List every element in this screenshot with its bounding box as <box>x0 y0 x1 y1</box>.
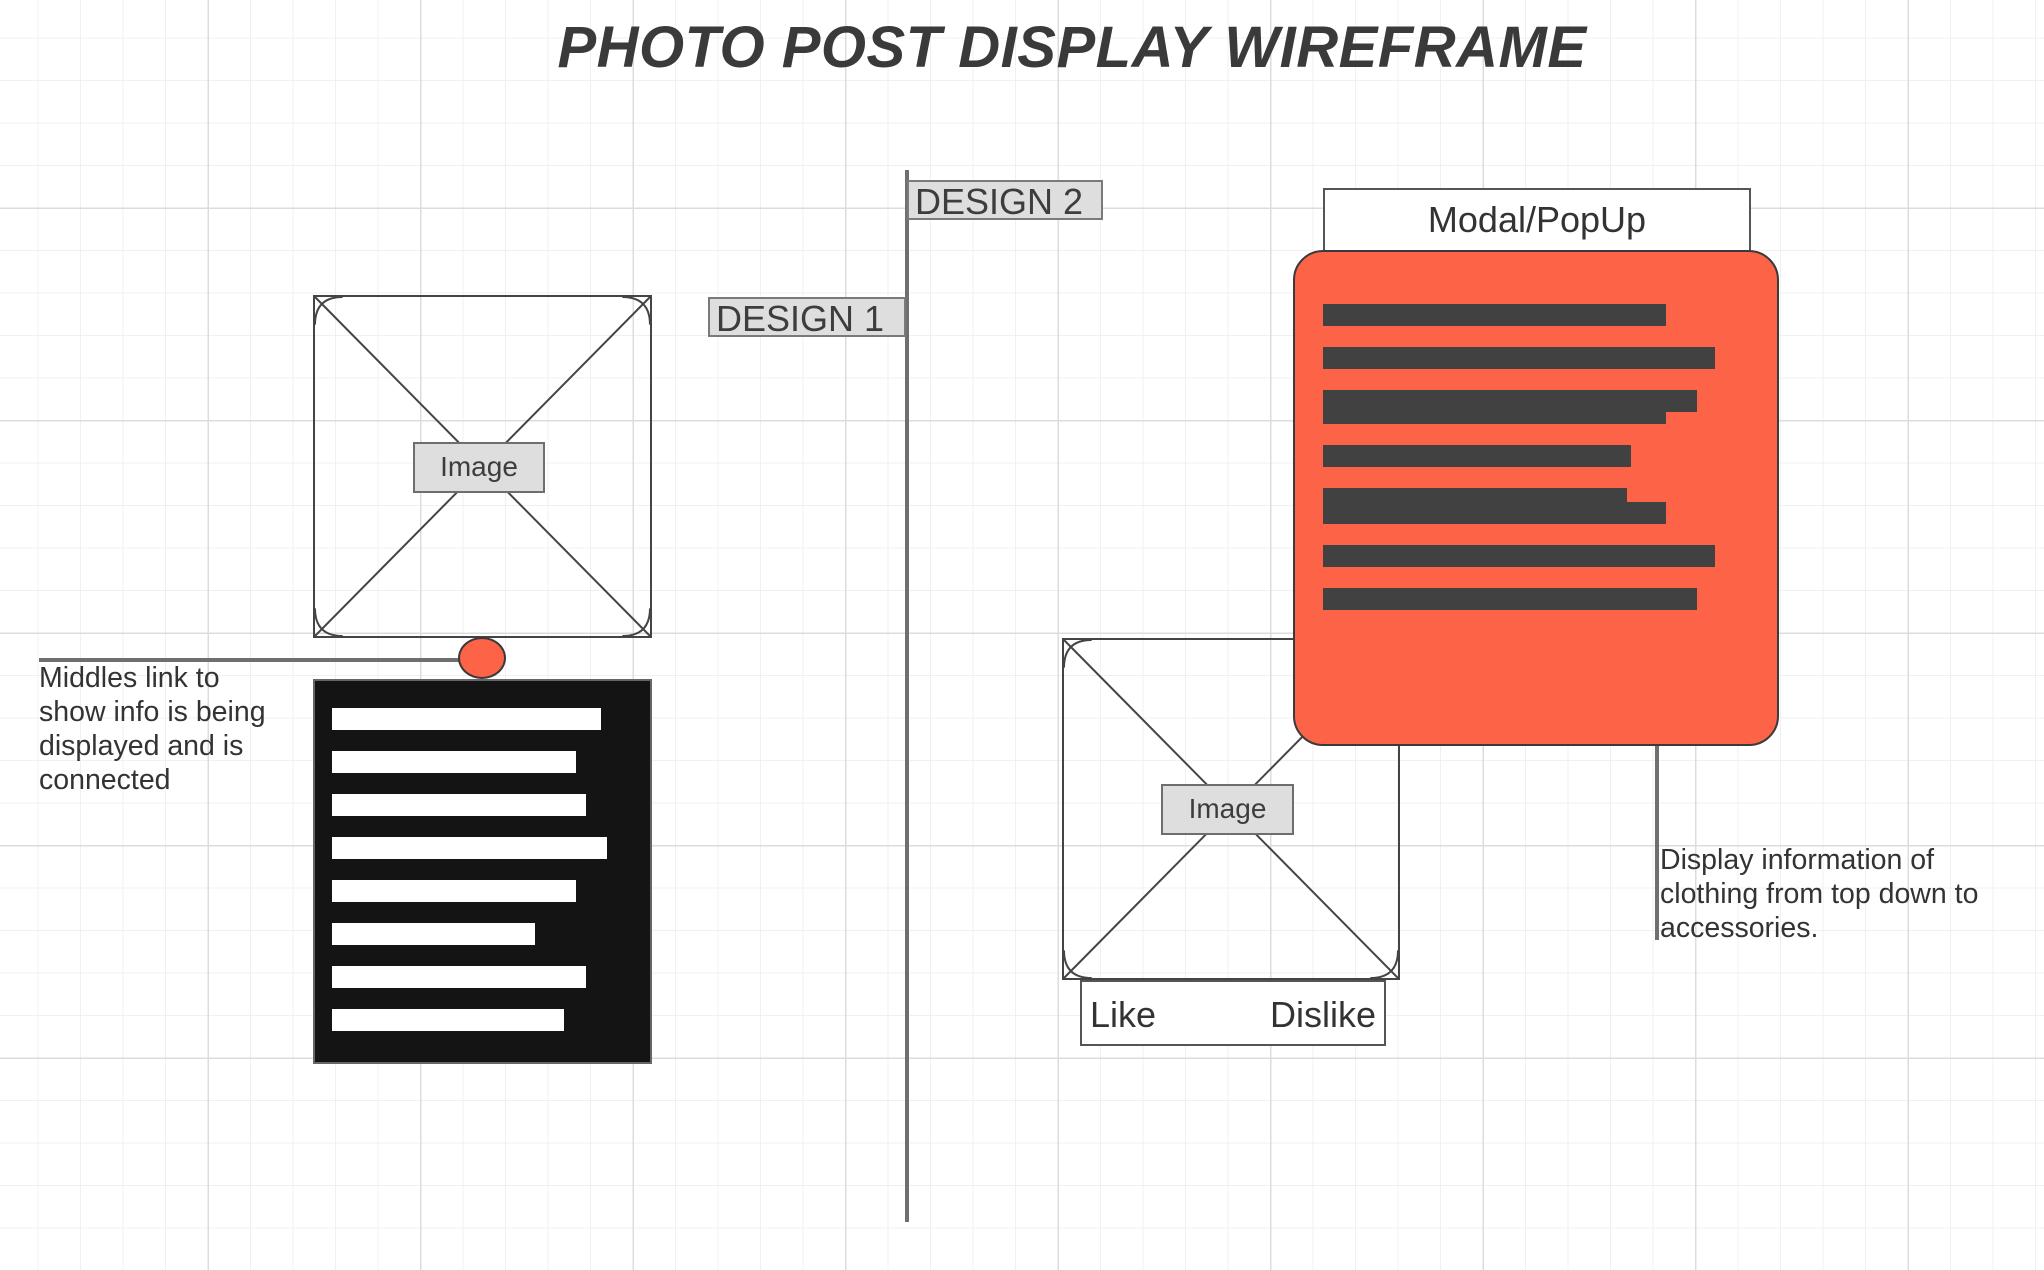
annotation-line: show info is being <box>39 696 266 728</box>
dislike-button[interactable]: Dislike <box>1269 994 1376 1035</box>
info-text-line <box>332 1009 564 1031</box>
page-title: PHOTO POST DISPLAY WIREFRAME <box>557 15 1587 80</box>
info-text-line <box>332 880 576 902</box>
annotation-line: Display information of <box>1660 844 1935 876</box>
like-dislike-bar: Like Dislike <box>1080 980 1386 1046</box>
design-1-info-panel <box>313 679 652 1064</box>
info-text-line <box>332 837 607 859</box>
modal-text-line <box>1323 588 1697 610</box>
info-text-line <box>332 751 576 773</box>
annotation-line: accessories. <box>1660 912 1819 944</box>
modal-text-line <box>1323 304 1666 326</box>
annotation-line: displayed and is <box>39 730 244 762</box>
like-button[interactable]: Like <box>1090 994 1157 1035</box>
design-2-tag: DESIGN 2 <box>907 180 1103 220</box>
modal-text-line <box>1323 347 1715 369</box>
design-1-annotation: Middles link to show info is being displ… <box>39 661 329 797</box>
info-text-line <box>332 794 586 816</box>
design-2-annotation: Display information of clothing from top… <box>1660 843 2040 945</box>
info-text-line <box>332 923 535 945</box>
design-divider-line <box>905 170 909 1222</box>
design-1-image-label: Image <box>413 442 545 493</box>
link-connector-line <box>39 658 464 662</box>
annotation-line: clothing from top down to <box>1660 878 1979 910</box>
modal-text-line <box>1323 502 1666 524</box>
modal-annotation-line <box>1655 746 1659 940</box>
annotation-line: Middles link to <box>39 662 220 694</box>
modal-text-line <box>1323 402 1666 424</box>
design-2-image-label: Image <box>1161 784 1294 835</box>
annotation-line: connected <box>39 764 171 796</box>
design-1-tag: DESIGN 1 <box>708 297 906 337</box>
info-text-line <box>332 966 586 988</box>
info-text-line <box>332 708 601 730</box>
modal-tab-label: Modal/PopUp <box>1323 188 1751 254</box>
modal-popup <box>1293 250 1779 746</box>
modal-text-line <box>1323 445 1631 467</box>
middle-link-dot[interactable] <box>458 637 506 679</box>
modal-text-line <box>1323 545 1715 567</box>
